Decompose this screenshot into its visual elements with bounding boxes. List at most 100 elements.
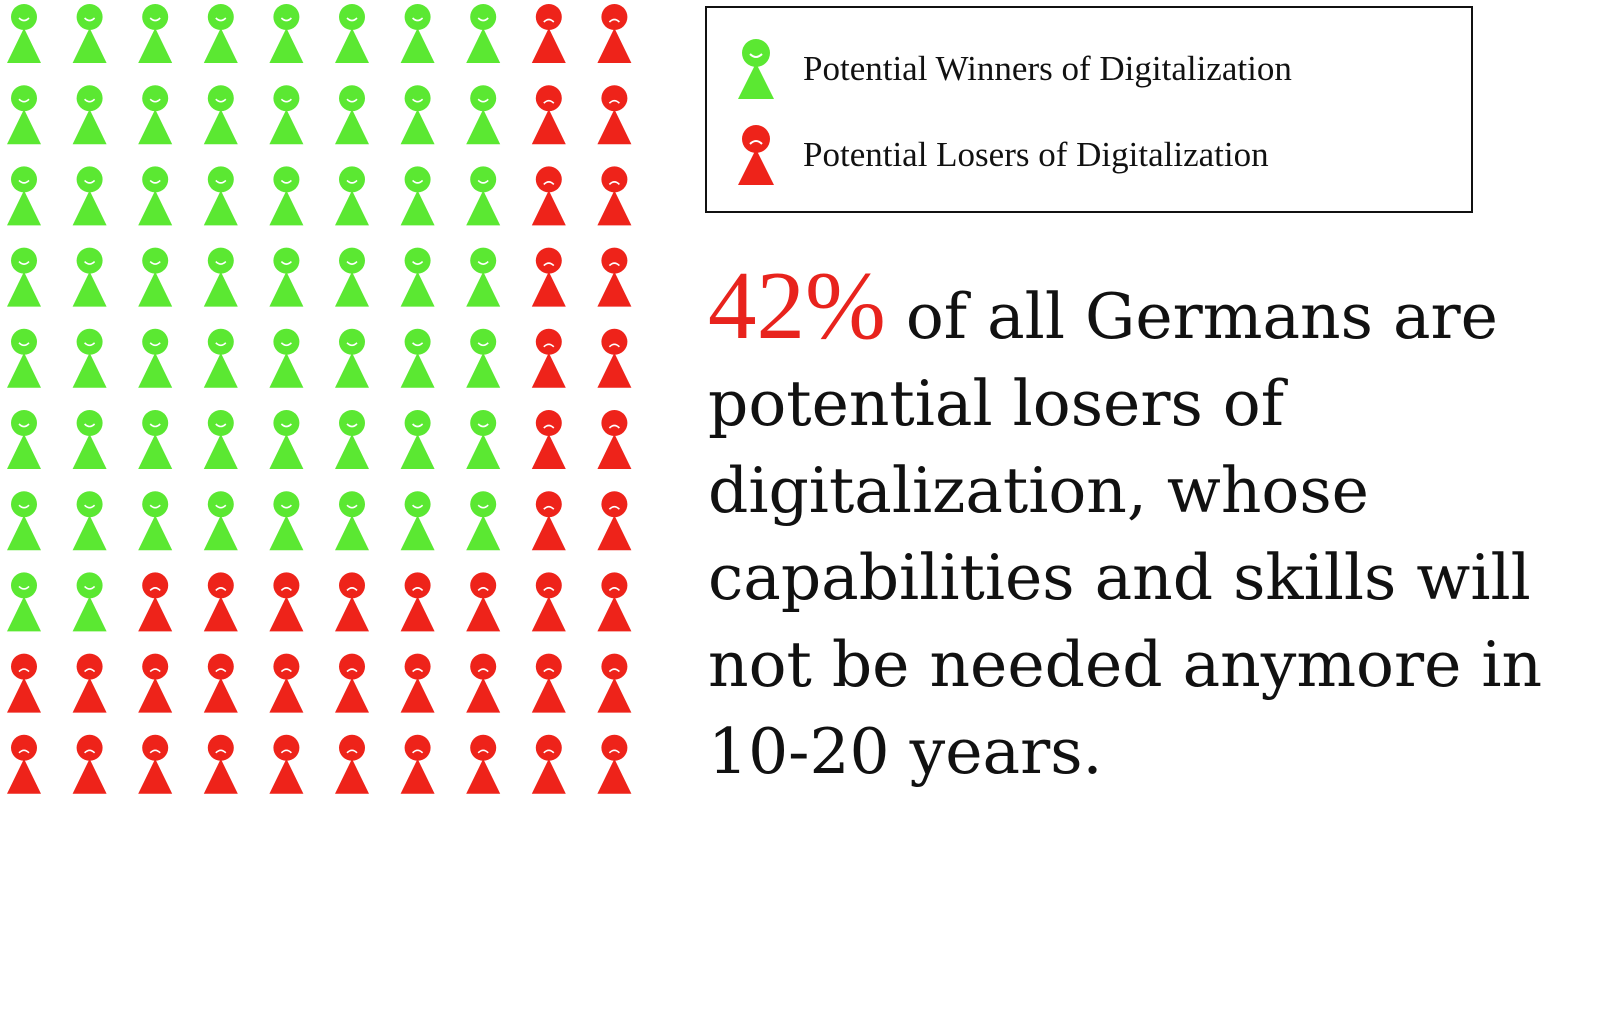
figure-body xyxy=(7,515,41,551)
loser-figure xyxy=(269,653,304,713)
winner-figure xyxy=(72,247,107,307)
winner-figure xyxy=(72,491,107,551)
figure-body xyxy=(466,190,501,226)
figure-body xyxy=(466,109,501,145)
frown-mouth xyxy=(477,587,489,591)
figure-head xyxy=(339,410,365,436)
figure-body xyxy=(531,515,566,551)
figure-body xyxy=(7,352,41,388)
figure-head xyxy=(601,410,628,436)
figure-body xyxy=(72,596,107,632)
frown-mouth xyxy=(477,749,489,754)
figure-head xyxy=(404,247,431,274)
figure-head xyxy=(207,4,234,30)
figure-head xyxy=(535,653,562,680)
headline-stat: 42% xyxy=(708,252,886,359)
figure-head xyxy=(339,653,365,680)
smile-mouth xyxy=(477,179,489,184)
figure-head xyxy=(273,328,300,355)
smile-mouth xyxy=(84,98,96,103)
figure-head xyxy=(76,653,103,680)
figure-head xyxy=(601,166,628,193)
figure-head xyxy=(535,572,562,599)
frown-mouth xyxy=(215,668,227,673)
loser-figure xyxy=(531,491,566,551)
figure-head xyxy=(142,328,169,355)
figure-body xyxy=(7,596,41,632)
winner-figure xyxy=(7,328,41,388)
figure-body xyxy=(531,434,566,469)
figure-head xyxy=(207,653,234,680)
winner-figure xyxy=(72,4,107,63)
figure-head xyxy=(11,85,37,112)
smile-mouth xyxy=(346,98,358,103)
figure-body xyxy=(7,190,41,226)
winner-figure xyxy=(335,491,369,551)
figure-head xyxy=(470,247,497,274)
winner-figure xyxy=(138,410,173,469)
smile-mouth xyxy=(280,261,292,265)
winner-figure xyxy=(203,247,238,307)
winner-figure xyxy=(203,85,238,145)
smile-mouth xyxy=(84,179,96,184)
winner-figure xyxy=(269,85,304,145)
winner-figure xyxy=(138,247,173,307)
winner-figure xyxy=(72,328,107,388)
legend-box: Potential Winners of Digitalization Pote… xyxy=(705,6,1473,213)
figure-body xyxy=(138,434,173,469)
winner-figure xyxy=(269,328,304,388)
figure-head xyxy=(273,85,300,112)
winner-figure xyxy=(7,85,41,145)
winner-figure xyxy=(269,4,304,63)
figure-body xyxy=(400,596,435,632)
frown-mouth xyxy=(346,668,358,673)
frown-mouth xyxy=(280,749,292,754)
figure-body xyxy=(7,434,41,469)
figure-body xyxy=(400,677,435,713)
winner-figure xyxy=(335,247,369,307)
loser-figure xyxy=(138,653,173,713)
loser-figure xyxy=(335,572,369,632)
frown-mouth xyxy=(543,343,555,348)
smile-mouth xyxy=(280,17,292,22)
figure-body xyxy=(7,271,41,307)
smile-mouth xyxy=(412,179,424,184)
loser-figure xyxy=(72,734,107,794)
loser-figure xyxy=(531,328,566,388)
figure-head xyxy=(76,572,103,599)
figure-head xyxy=(339,572,365,599)
figure-body xyxy=(466,596,501,632)
winner-figure xyxy=(7,247,41,307)
figure-head xyxy=(339,4,365,30)
figure-body xyxy=(269,190,304,226)
winner-figure xyxy=(72,410,107,469)
figure-head xyxy=(470,491,497,518)
legend-item-winners: Potential Winners of Digitalization xyxy=(735,34,1292,104)
winner-figure xyxy=(269,247,304,307)
frown-mouth xyxy=(215,749,227,754)
figure-body xyxy=(72,28,107,63)
frown-mouth xyxy=(543,262,555,267)
figure-head xyxy=(339,328,365,355)
smile-mouth xyxy=(280,342,292,347)
frown-mouth xyxy=(543,587,555,591)
winner-figure xyxy=(335,4,369,63)
smile-mouth xyxy=(18,261,30,265)
smile-mouth xyxy=(215,261,227,265)
smile-mouth xyxy=(18,17,30,22)
winner-figure xyxy=(335,328,369,388)
figure-head xyxy=(142,410,169,436)
figure-head xyxy=(339,734,365,761)
frown-mouth xyxy=(608,18,620,23)
loser-figure xyxy=(597,410,632,469)
figure-head xyxy=(76,85,103,112)
figure-body xyxy=(531,190,566,226)
figure-head xyxy=(404,572,431,599)
smile-mouth xyxy=(280,179,292,184)
legend-label-winners: Potential Winners of Digitalization xyxy=(803,49,1292,88)
figure-body xyxy=(466,758,501,794)
figure-body xyxy=(72,434,107,469)
frown-mouth xyxy=(149,668,161,673)
figure-body xyxy=(466,677,501,713)
smile-mouth xyxy=(18,504,30,509)
